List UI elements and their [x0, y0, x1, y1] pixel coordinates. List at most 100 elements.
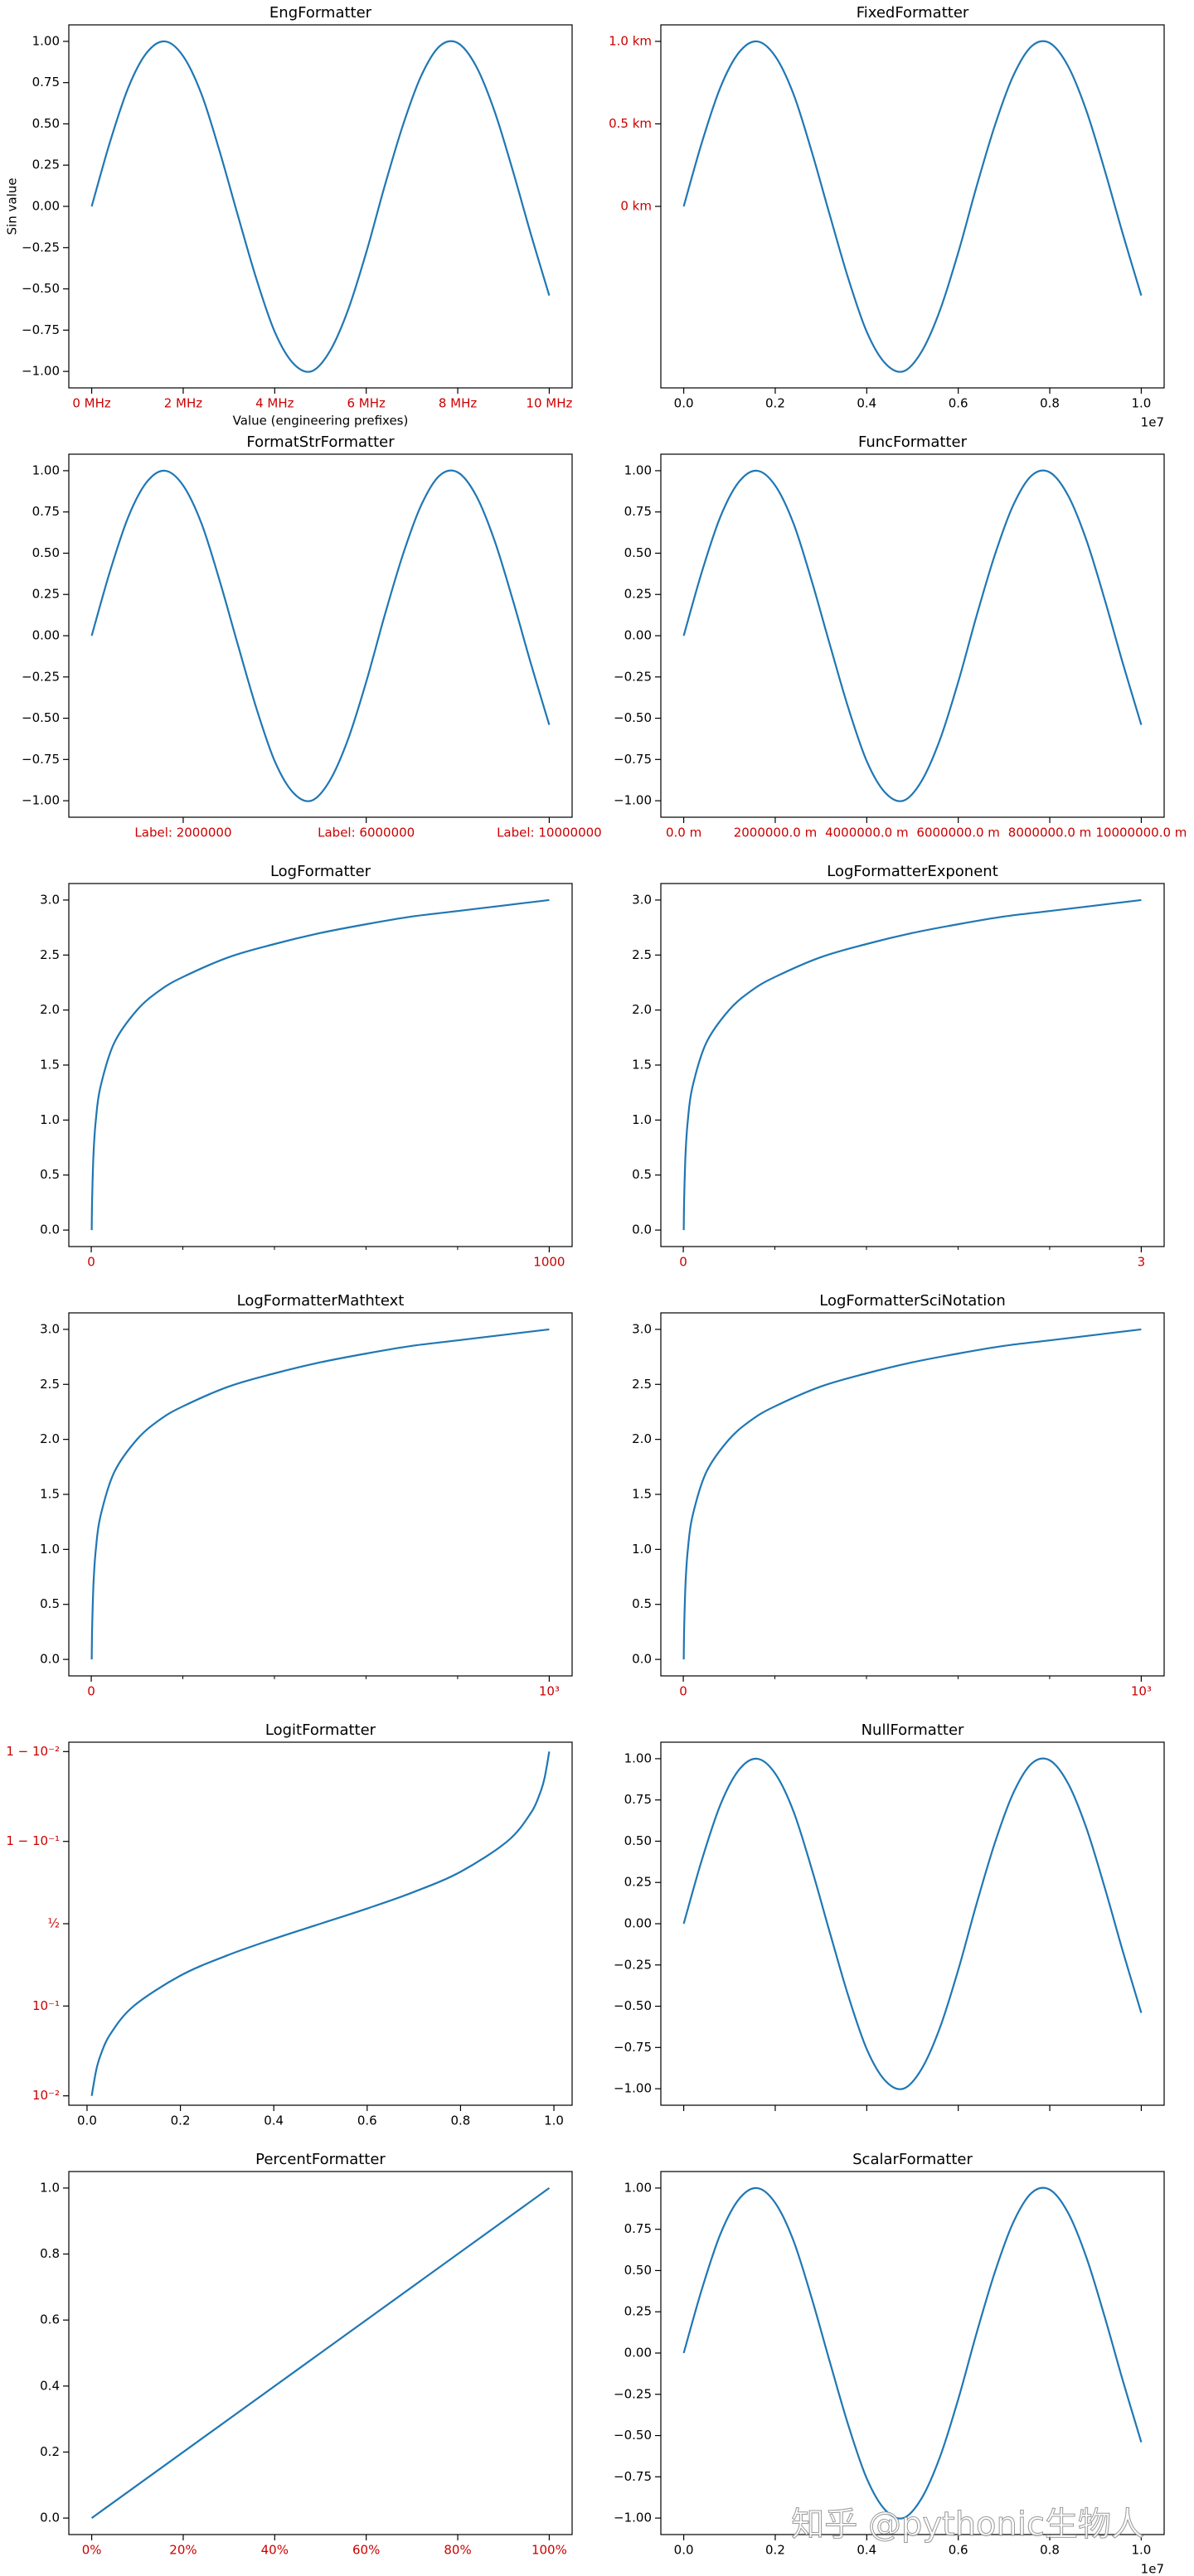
y-tick-label: 2.0	[632, 1431, 652, 1446]
y-tick-label: 10⁻¹	[32, 1998, 60, 2013]
x-tick-label: 0.0 m	[666, 826, 701, 840]
x-tick-label: 10³	[1131, 1684, 1152, 1699]
x-tick-label: 2 MHz	[164, 396, 203, 411]
y-tick-label: −0.75	[22, 752, 60, 767]
axes-frame	[660, 1741, 1165, 2106]
y-tick-label: 0.5	[632, 1167, 652, 1182]
y-tick-label: 1.00	[32, 462, 60, 477]
y-tick-label: 1.5	[632, 1058, 652, 1073]
x-tick-label: 6000000.0 m	[916, 826, 1000, 840]
axes-frame	[660, 24, 1165, 389]
chart-title: LogFormatterExponent	[827, 863, 998, 880]
axes-frame	[68, 883, 573, 1247]
data-line	[90, 2187, 551, 2519]
x-tick-label: 1.0	[544, 2114, 564, 2128]
y-tick-label: 0.25	[32, 157, 60, 172]
y-tick-label: 2.0	[632, 1002, 652, 1017]
y-tick-label: 0.6	[40, 2312, 60, 2327]
y-tick-label: −0.75	[22, 322, 60, 337]
axes-frame	[660, 2171, 1165, 2535]
x-tick-label: 0.6	[949, 2543, 968, 2558]
y-tick-label: 0.8	[40, 2246, 60, 2261]
x-tick-label: 80%	[444, 2543, 471, 2558]
x-tick-label: 4000000.0 m	[825, 826, 909, 840]
y-tick-label: 0.50	[624, 1833, 652, 1848]
y-tick-label: 1 − 10⁻¹	[6, 1833, 60, 1848]
x-tick-label: 4 MHz	[255, 396, 294, 411]
y-tick-label: 1.5	[40, 1058, 60, 1073]
y-tick-label: 2.5	[40, 947, 60, 962]
y-tick-label: 0.75	[624, 504, 652, 519]
axes-frame	[68, 453, 573, 818]
subplot: 0.0 0.5 1.0 1.5 2.0 2.5 3.0 0 10³ LogFormatterSci…	[632, 1292, 1165, 1699]
y-tick-label: 3.0	[632, 1321, 652, 1336]
chart-title: LogFormatterMathtext	[237, 1292, 405, 1310]
y-tick-label: 1.5	[632, 1487, 652, 1502]
y-tick-label: 1.0	[40, 1542, 60, 1557]
data-line	[682, 2186, 1143, 2520]
x-tick-label: 0.2	[765, 396, 785, 411]
y-tick-label: 0.0	[632, 1652, 652, 1667]
x-tick-label: 0.8	[1040, 2543, 1060, 2558]
y-tick-label: 0.5 km	[609, 116, 652, 131]
y-tick-label: 0.00	[624, 628, 652, 643]
data-line	[90, 40, 551, 373]
y-tick-label: −0.50	[614, 710, 652, 725]
subplot: 0 km 0.5 km 1.0 km 0.0 0.2 0.4 0.6 0.8 1.0 1e7 Fix…	[609, 4, 1165, 430]
x-tick-label: 0	[679, 1255, 687, 1270]
y-tick-label: −0.50	[22, 710, 60, 725]
axes-frame	[660, 453, 1165, 818]
x-tick-label: 100%	[531, 2543, 567, 2558]
y-tick-label: 0.0	[632, 1223, 652, 1237]
x-tick-label: 0%	[82, 2543, 102, 2558]
data-line	[90, 469, 551, 802]
subplot: −1.00 −0.75 −0.50 −0.25 0.00 0.25 0.50 0.75 1.00…	[614, 433, 1187, 840]
chart-title: FormatStrFormatter	[246, 433, 395, 451]
y-tick-label: 0.75	[624, 2221, 652, 2236]
y-tick-label: −1.00	[614, 793, 652, 808]
y-tick-label: −0.50	[22, 281, 60, 296]
y-tick-label: 1.00	[624, 1750, 652, 1765]
y-tick-label: −0.75	[614, 752, 652, 767]
x-tick-label: 0.2	[171, 2114, 191, 2128]
x-tick-label: 8 MHz	[439, 396, 478, 411]
x-tick-label: 20%	[169, 2543, 197, 2558]
chart-title: ScalarFormatter	[852, 2151, 973, 2168]
subplot: 0.0 0.2 0.4 0.6 0.8 1.0 0% 20% 40% 60% 80% 100% Perc…	[40, 2151, 573, 2558]
y-tick-label: 2.5	[632, 1377, 652, 1392]
chart-title: LogitFormatter	[265, 1721, 376, 1739]
x-tick-label: 40%	[261, 2543, 289, 2558]
x-tick-label: 1000	[533, 1255, 565, 1270]
chart-title: FixedFormatter	[857, 4, 969, 22]
x-tick-label: 0	[87, 1684, 95, 1699]
watermark: 知乎 @pythonic生物人	[791, 2506, 1144, 2544]
y-tick-label: −0.50	[614, 1998, 652, 2013]
subplot: 0.0 0.5 1.0 1.5 2.0 2.5 3.0 0 10³ LogFormatterMat…	[40, 1292, 573, 1699]
y-tick-label: −1.00	[614, 2511, 652, 2525]
y-tick-label: 0.25	[624, 2304, 652, 2319]
y-tick-label: −0.25	[614, 2386, 652, 2401]
y-tick-label: −0.25	[614, 1957, 652, 1972]
y-tick-label: 0.4	[40, 2378, 60, 2393]
y-tick-label: 0.25	[624, 587, 652, 602]
chart-title: FuncFormatter	[858, 433, 968, 451]
y-tick-label: 0.75	[32, 75, 60, 90]
y-tick-label: 0.5	[40, 1596, 60, 1611]
y-tick-label: 1.0	[632, 1542, 652, 1557]
chart-title: NullFormatter	[862, 1721, 964, 1739]
y-tick-label: 1.00	[624, 2180, 652, 2195]
y-tick-label: 0.0	[40, 1223, 60, 1237]
data-line	[90, 898, 550, 1231]
y-tick-label: 1.00	[32, 33, 60, 48]
x-tick-label: 3	[1138, 1255, 1146, 1270]
x-tick-label: 1.0	[1131, 2543, 1151, 2558]
x-tick-label: 0.4	[857, 2543, 876, 2558]
y-tick-label: −0.75	[614, 2469, 652, 2484]
y-tick-label: 0.75	[624, 1792, 652, 1807]
y-tick-label: 3.0	[40, 1321, 60, 1336]
y-tick-label: 1 − 10⁻²	[6, 1744, 60, 1759]
y-tick-label: 3.0	[632, 892, 652, 907]
